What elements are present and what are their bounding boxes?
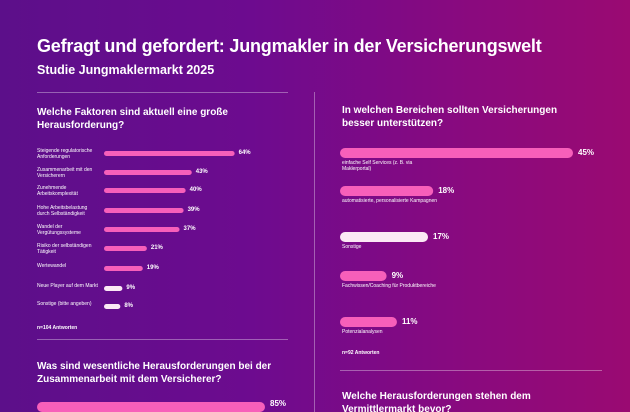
chart2-category-label: automatisierte, personalisierte Kampagne… <box>342 198 438 204</box>
chart2-bar <box>340 271 387 281</box>
chart1-bar <box>104 246 147 251</box>
chart1-title: Welche Faktoren sind aktuell eine große … <box>37 107 228 131</box>
chart1-bar <box>104 208 184 213</box>
chart1-note: n=104 Antworten <box>37 325 78 331</box>
page-title: Gefragt und gefordert: Jungmakler in der… <box>37 36 542 56</box>
chart1-value-label: 9% <box>126 285 136 291</box>
chart1-bar <box>104 188 186 193</box>
chart2-value-label: 45% <box>578 148 595 157</box>
chart1-category-label: Zusammenarbeit mit den Versicherern <box>37 167 93 179</box>
chart1-bar <box>104 151 235 156</box>
chart1-value-label: 43% <box>195 169 208 175</box>
chart1-value-label: 39% <box>187 207 200 213</box>
chart1-value-label: 8% <box>124 303 133 309</box>
chart2-title: In welchen Bereichen sollten Versicherun… <box>342 105 558 129</box>
chart2-bar <box>340 317 397 327</box>
chart2-category-label: einfache Self Services (z. B. via Makler… <box>342 160 413 172</box>
chart2-bar <box>340 186 434 196</box>
chart4-title: Welche Herausforderungen stehen dem Verm… <box>342 391 531 412</box>
chart1-bar <box>104 227 180 232</box>
chart3-title: Was sind wesentliche Herausforderungen b… <box>37 361 272 385</box>
divider-mid-left <box>37 339 288 340</box>
chart1-category-label: Risiko der selbständigen Tätigkeit <box>37 243 92 255</box>
chart2-note: n=92 Antworten <box>342 350 380 356</box>
divider-mid-right <box>340 370 602 371</box>
chart1-category-label: Hohe Arbeitsbelastung durch Selbständigk… <box>37 205 88 217</box>
chart1-value-label: 19% <box>146 265 159 271</box>
chart1-value-label: 21% <box>150 245 163 251</box>
chart3-value-label: 85% <box>270 399 287 408</box>
chart2-category-label: Potenzialanalysen <box>342 329 383 335</box>
chart2-bar <box>340 232 429 242</box>
page-subtitle: Studie Jungmaklermarkt 2025 <box>37 63 215 77</box>
divider-top-left <box>37 92 288 93</box>
chart1-value-label: 64% <box>238 150 251 156</box>
chart1-bar <box>104 304 121 309</box>
chart2-value-label: 18% <box>438 186 455 195</box>
chart1-value-label: 37% <box>183 226 196 232</box>
chart2-value-label: 17% <box>433 232 450 241</box>
chart3-bar <box>37 402 265 412</box>
chart2-category-label: Sonstige <box>342 244 362 250</box>
chart1-value-label: 40% <box>189 187 202 193</box>
chart2-category-label: Fachwissen/Coaching für Produktbereiche <box>342 283 436 289</box>
chart2-bar <box>340 148 573 158</box>
divider-vertical <box>314 92 315 412</box>
chart1-category-label: Neue Player auf dem Markt <box>37 283 98 289</box>
chart1-bar <box>104 170 192 175</box>
chart1-category-label: Zunehmende Arbeitskomplexität <box>37 185 78 197</box>
chart1-bar <box>104 266 143 271</box>
chart2-value-label: 9% <box>391 271 404 280</box>
chart1-bar <box>104 286 123 291</box>
chart1-category-label: Steigende regulatorische Anforderungen <box>37 148 93 160</box>
chart1-category-label: Wertewandel <box>37 263 67 269</box>
chart2-value-label: 11% <box>401 317 418 326</box>
chart1-category-label: Sonstige (bitte angeben) <box>37 301 92 307</box>
chart1-category-label: Wandel der Vergütungssysteme <box>37 224 81 236</box>
